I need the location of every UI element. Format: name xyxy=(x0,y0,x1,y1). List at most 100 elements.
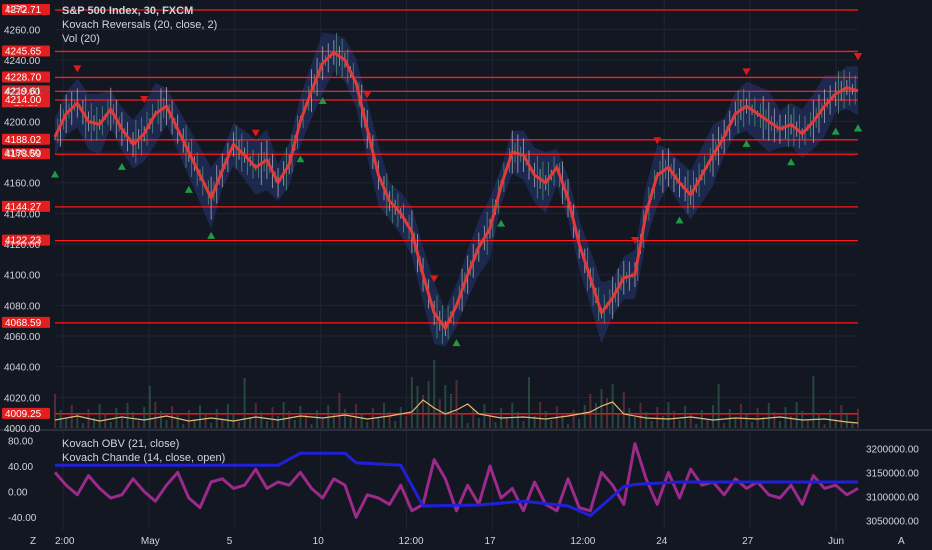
price-line xyxy=(53,32,859,344)
buy-marker xyxy=(742,139,751,147)
y-tick-label: 4000.00 xyxy=(4,424,41,435)
main-legend: S&P 500 Index, 30, FXCM Kovach Reversals… xyxy=(62,4,217,46)
buy-marker xyxy=(318,96,327,104)
level-tag[interactable]: 4144.27 xyxy=(2,200,50,213)
x-tick-label: 24 xyxy=(656,536,668,547)
sub-indicator-legend-0: Kovach OBV (21, close) xyxy=(62,438,180,450)
volume-bar xyxy=(589,394,592,428)
auto-scale-icon: A xyxy=(898,536,905,547)
volume-bar xyxy=(840,405,843,428)
x-tick-label: 5 xyxy=(227,536,233,547)
volume-bar xyxy=(304,415,307,428)
level-tag[interactable]: 4245.65 xyxy=(2,45,50,57)
volume-bar xyxy=(695,424,698,428)
level-tag-bg xyxy=(2,148,50,160)
chande-tick-label: 0.00 xyxy=(8,488,28,499)
level-tag-bg xyxy=(2,93,50,105)
reversal-markers xyxy=(51,53,862,347)
chande-tick-label: 40.00 xyxy=(8,462,33,473)
y-tick-label: 4200.00 xyxy=(4,117,41,128)
buy-marker xyxy=(675,216,684,224)
sell-marker xyxy=(630,236,639,244)
time-axis: 2:00 May 5 10 12:00 17 12:00 24 27 Jun Z A xyxy=(0,530,932,550)
chande-tick-label: -40.00 xyxy=(8,513,37,524)
level-tag-label: 4219.61 xyxy=(5,86,42,97)
chart-title: S&P 500 Index, 30, FXCM xyxy=(62,5,194,17)
volume-bar xyxy=(265,421,268,428)
volume-bar xyxy=(739,404,742,428)
x-tick-label: 12:00 xyxy=(399,536,424,547)
volume-bar xyxy=(321,419,324,428)
buy-marker xyxy=(854,124,862,132)
volume-bar xyxy=(505,417,508,428)
obv-tick-label: 3100000.00 xyxy=(866,492,919,503)
level-tag[interactable]: 4009.25 xyxy=(2,407,50,420)
volume-bar xyxy=(243,378,246,428)
volume-bar xyxy=(299,406,302,428)
level-tag[interactable]: 4178.59 xyxy=(2,148,50,160)
level-tag[interactable]: 4228.70 xyxy=(2,71,50,83)
volume-bar xyxy=(494,422,497,428)
volume-bar xyxy=(327,405,330,428)
volume-bar xyxy=(449,394,452,428)
horizontal-levels[interactable]: 4272.714245.654228.704219.6129:154214.00… xyxy=(2,3,858,420)
volume-bar xyxy=(817,415,820,428)
y-tick-label: 4160.00 xyxy=(4,179,41,190)
volume-bar xyxy=(633,417,636,428)
level-tag[interactable]: 4188.02 xyxy=(2,133,50,146)
volume-bar xyxy=(645,412,648,428)
volume-bar xyxy=(249,417,252,428)
obv-line xyxy=(55,451,858,518)
level-tag[interactable]: 4122.23 xyxy=(2,234,50,247)
volume-bar xyxy=(851,423,854,428)
volume-bar xyxy=(143,407,146,428)
level-tag[interactable]: 4214.00 xyxy=(2,93,50,106)
volume-bar xyxy=(578,419,581,428)
level-tag[interactable]: 4068.59 xyxy=(2,316,50,329)
y-tick-label: 4080.00 xyxy=(4,301,41,312)
volume-bar xyxy=(773,412,776,428)
sell-marker xyxy=(742,68,751,76)
volume-bar xyxy=(461,414,464,428)
volume-bar xyxy=(751,422,754,428)
sell-marker xyxy=(140,95,149,103)
sell-marker xyxy=(73,65,82,73)
volume-bar xyxy=(483,404,486,428)
y-tick-label: 4140.00 xyxy=(4,209,41,220)
level-tag-bg xyxy=(2,234,50,246)
volume-bar xyxy=(148,386,151,428)
volume-bar xyxy=(193,419,196,428)
obv-tick-label: 3050000.00 xyxy=(866,516,919,527)
volume-bar xyxy=(226,404,229,428)
volume-bar xyxy=(254,403,257,428)
volume-bar xyxy=(572,410,575,428)
volume-bar xyxy=(187,410,190,428)
sell-marker xyxy=(854,53,862,61)
zoom-icon: Z xyxy=(30,536,36,547)
chande-tick-label: 80.00 xyxy=(8,436,33,447)
volume-bar xyxy=(332,414,335,428)
volume-bar xyxy=(238,422,241,428)
x-tick-label: 27 xyxy=(742,536,754,547)
volume-bar xyxy=(355,404,358,428)
level-tag[interactable]: 4272.71 xyxy=(2,3,50,16)
volume-bar xyxy=(154,402,157,428)
sub-pane: 80.00 40.00 0.00 -40.00 3200000.00 3150000.00… xyxy=(8,436,919,527)
volume-bar xyxy=(165,420,168,428)
level-tag-label: 4214.00 xyxy=(5,95,42,106)
volume-bar xyxy=(338,393,341,428)
volume-bar xyxy=(388,412,391,428)
volume-bar xyxy=(472,409,475,428)
volume-bar xyxy=(466,423,469,428)
volume-bar xyxy=(628,408,631,428)
volume-bar xyxy=(857,409,859,428)
volume-bar xyxy=(54,394,56,428)
volume-bar xyxy=(282,402,285,428)
volume-bar xyxy=(98,404,101,428)
volume-bar xyxy=(639,403,642,428)
volume-bar xyxy=(399,407,402,428)
volume-bar xyxy=(516,412,519,428)
volume-bar xyxy=(383,403,386,428)
indicator-legend-0: Kovach Reversals (20, close, 2) xyxy=(62,19,218,31)
